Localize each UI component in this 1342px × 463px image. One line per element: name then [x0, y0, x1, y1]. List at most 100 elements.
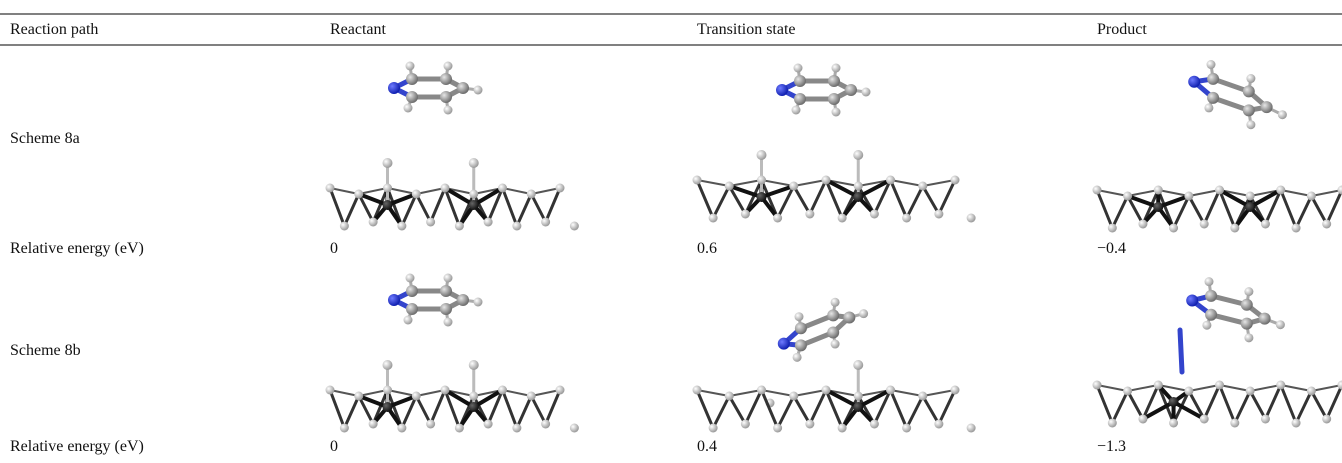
- atom: [1241, 299, 1253, 311]
- atom: [406, 285, 418, 297]
- atom: [902, 424, 911, 433]
- bond: [1311, 196, 1326, 224]
- row-label: Relative energy (eV): [10, 240, 144, 258]
- bond: [1281, 385, 1312, 391]
- atom: [693, 386, 702, 395]
- header-cell: Product: [1097, 21, 1147, 39]
- atom: [441, 184, 450, 193]
- atom: [1169, 419, 1178, 428]
- atom: [388, 294, 400, 306]
- bond: [1220, 385, 1251, 391]
- atom: [757, 386, 766, 395]
- atom: [444, 106, 453, 115]
- bond: [1189, 196, 1204, 224]
- bond: [794, 390, 826, 396]
- atom: [444, 274, 453, 283]
- atom: [1207, 73, 1219, 85]
- atom: [795, 312, 804, 321]
- atom: [859, 309, 868, 318]
- atom: [1292, 419, 1301, 428]
- atom: [1307, 192, 1316, 201]
- atom: [709, 424, 718, 433]
- bond: [923, 396, 939, 424]
- atom: [886, 176, 895, 185]
- atom: [1215, 186, 1224, 195]
- energy-cell: −1.3: [1097, 438, 1126, 456]
- bond: [1097, 190, 1112, 228]
- atom: [792, 106, 801, 115]
- energy-cell: 0.6: [697, 240, 717, 258]
- bond: [1250, 385, 1281, 391]
- atom: [1246, 74, 1255, 83]
- atom: [778, 338, 790, 350]
- atom: [805, 210, 814, 219]
- atom: [455, 424, 464, 433]
- atom: [498, 386, 507, 395]
- bond: [330, 390, 344, 428]
- bond: [729, 180, 761, 186]
- atom: [1244, 333, 1253, 342]
- atom: [725, 392, 734, 401]
- bond: [531, 194, 545, 222]
- atom: [693, 176, 702, 185]
- figure-art: [0, 0, 1342, 463]
- bond: [907, 186, 923, 218]
- atom: [951, 386, 960, 395]
- atom: [397, 424, 406, 433]
- atom: [1153, 202, 1163, 212]
- bond: [891, 180, 923, 186]
- atom: [340, 424, 349, 433]
- atom: [556, 184, 565, 193]
- atom: [805, 420, 814, 429]
- atom: [1230, 419, 1239, 428]
- atom: [1154, 186, 1163, 195]
- bond: [1296, 391, 1311, 423]
- atom: [741, 420, 750, 429]
- atom: [404, 104, 413, 113]
- atom: [741, 210, 750, 219]
- atom: [794, 93, 806, 105]
- atom: [845, 84, 857, 96]
- atom: [1205, 290, 1217, 302]
- atom: [795, 322, 807, 334]
- atom: [527, 190, 536, 199]
- atom: [440, 73, 452, 85]
- atom: [383, 200, 393, 210]
- atom: [406, 73, 418, 85]
- atom: [827, 309, 839, 321]
- atom: [426, 420, 435, 429]
- bond: [1281, 385, 1296, 423]
- atom: [326, 386, 335, 395]
- atom: [838, 424, 847, 433]
- atom: [1207, 60, 1216, 69]
- atom: [828, 75, 840, 87]
- bond: [1265, 385, 1280, 419]
- bond: [1112, 391, 1127, 423]
- atom: [854, 392, 863, 401]
- bond: [891, 390, 923, 396]
- atom: [440, 285, 452, 297]
- bond: [1204, 385, 1219, 419]
- bond: [907, 396, 923, 428]
- atom: [1276, 381, 1285, 390]
- bond: [745, 390, 761, 424]
- atom: [469, 190, 478, 199]
- atom: [967, 424, 976, 433]
- bond: [546, 188, 560, 222]
- bond: [939, 180, 955, 214]
- bond: [1097, 385, 1128, 391]
- bond: [923, 180, 955, 186]
- bond: [431, 188, 445, 222]
- bond: [729, 390, 761, 396]
- atom: [354, 392, 363, 401]
- atom: [795, 339, 807, 351]
- atom: [1215, 381, 1224, 390]
- atom: [457, 82, 469, 94]
- atom: [1184, 192, 1193, 201]
- atom: [541, 218, 550, 227]
- atom: [1205, 309, 1217, 321]
- atom: [469, 360, 479, 370]
- bond: [891, 390, 907, 428]
- bond: [416, 194, 430, 222]
- atom: [967, 214, 976, 223]
